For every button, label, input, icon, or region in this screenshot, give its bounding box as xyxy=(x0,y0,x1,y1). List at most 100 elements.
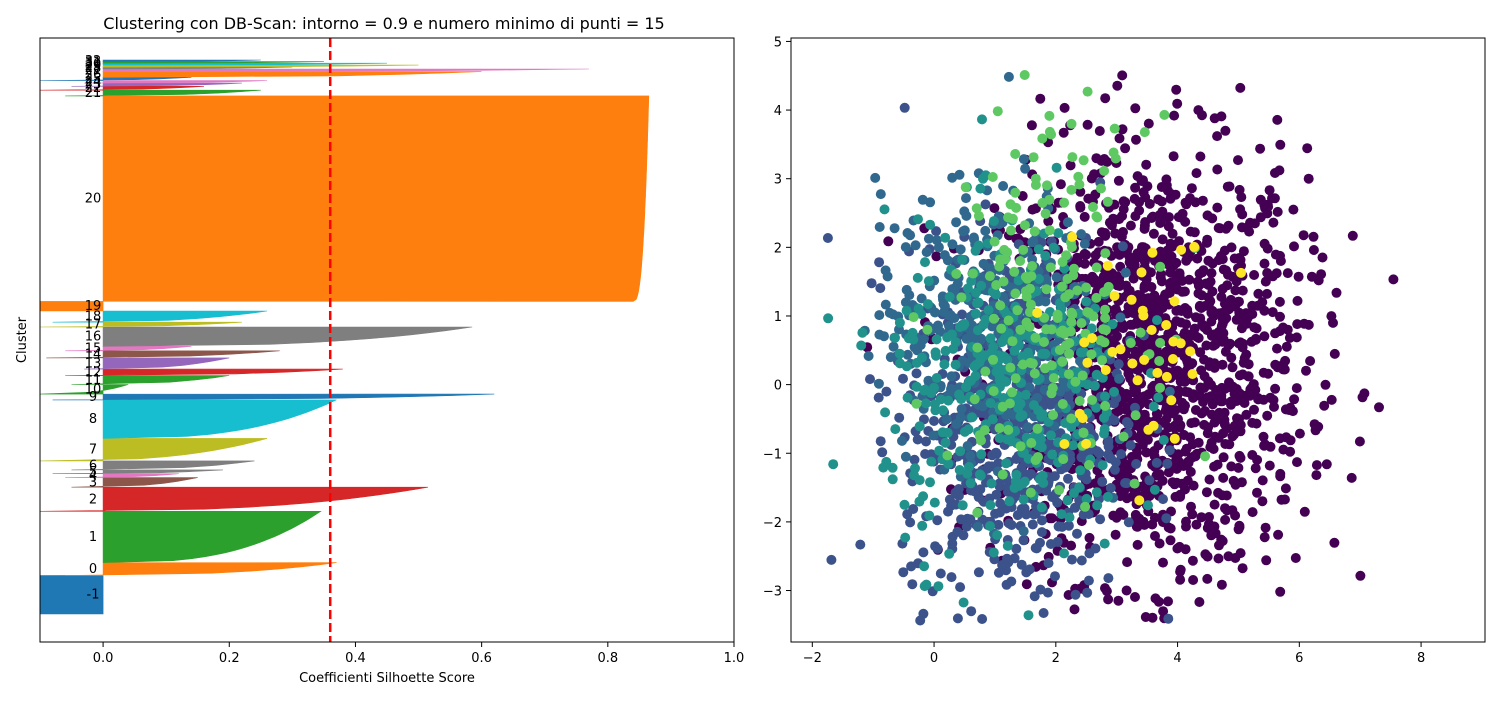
scatter-point xyxy=(993,519,1004,530)
scatter-point xyxy=(942,255,953,266)
silhouette-bar-1 xyxy=(102,510,322,563)
scatter-point xyxy=(1260,522,1271,533)
scatter-point xyxy=(1184,274,1195,285)
scatter-point xyxy=(955,582,966,593)
scatter-point xyxy=(978,258,989,269)
scatter-point xyxy=(1108,147,1119,158)
scatter-point xyxy=(959,426,970,437)
scatter-point xyxy=(962,468,973,479)
scatter-point xyxy=(1241,409,1252,420)
silhouette-bar-12 xyxy=(65,368,343,376)
scatter-point xyxy=(961,521,972,532)
scatter-point xyxy=(1059,548,1069,559)
scatter-point xyxy=(1168,151,1179,162)
scatter-point xyxy=(1006,436,1017,447)
scatter-point xyxy=(1195,151,1206,162)
scatter-point xyxy=(1252,487,1262,498)
scatter-point xyxy=(1275,139,1286,150)
scatter-point xyxy=(1216,390,1227,401)
scatter-point xyxy=(1176,306,1187,316)
scatter-point xyxy=(1018,244,1029,255)
scatter-point xyxy=(1097,460,1108,471)
scatter-point xyxy=(957,254,968,265)
scatter-point xyxy=(1255,194,1266,205)
scatter-point xyxy=(1259,532,1270,543)
scatter-point xyxy=(1162,259,1173,270)
scatter-point xyxy=(1253,394,1264,405)
scatter-point xyxy=(1292,319,1303,330)
scatter-point xyxy=(1097,355,1108,366)
scatter-point xyxy=(1036,502,1047,513)
x-tick-label: 8 xyxy=(1417,651,1425,666)
scatter-point xyxy=(944,291,955,302)
scatter-point xyxy=(1060,462,1071,473)
scatter-point xyxy=(1154,356,1165,366)
scatter-point xyxy=(1163,221,1174,232)
scatter-point xyxy=(932,543,943,554)
scatter-point xyxy=(1083,307,1094,318)
scatter-x-ticks: −2 0 2 4 6 8 xyxy=(803,642,1425,666)
scatter-point xyxy=(1150,295,1161,306)
scatter-point xyxy=(1197,195,1208,206)
scatter-point xyxy=(890,332,900,343)
scatter-point xyxy=(1149,484,1160,495)
scatter-point xyxy=(1035,93,1046,104)
scatter-point xyxy=(1313,421,1324,432)
cluster-label: 27 xyxy=(85,63,102,78)
scatter-point xyxy=(1115,344,1126,355)
scatter-point xyxy=(969,361,980,372)
scatter-point xyxy=(1148,420,1159,431)
scatter-point xyxy=(1015,324,1026,335)
scatter-series-4 xyxy=(908,70,1211,518)
scatter-point xyxy=(899,102,910,113)
scatter-point xyxy=(1010,373,1021,384)
silhouette-bar-10 xyxy=(39,384,129,395)
scatter-point xyxy=(1206,268,1217,279)
scatter-point xyxy=(1154,469,1165,480)
scatter-point xyxy=(928,430,939,441)
scatter-point xyxy=(855,539,866,550)
scatter-point xyxy=(1164,386,1175,397)
scatter-point xyxy=(1162,458,1173,469)
scatter-point xyxy=(885,352,896,363)
scatter-point xyxy=(1289,241,1299,252)
scatter-point xyxy=(1038,478,1049,488)
scatter-point xyxy=(1021,509,1032,520)
scatter-point xyxy=(988,313,999,324)
scatter-point xyxy=(910,240,921,251)
scatter-point xyxy=(877,447,888,458)
scatter-point xyxy=(1113,175,1124,186)
scatter-point xyxy=(911,357,922,368)
scatter-point xyxy=(1234,520,1245,531)
scatter-point xyxy=(1175,338,1186,349)
scatter-point xyxy=(911,381,922,392)
scatter-point xyxy=(1041,274,1052,285)
scatter-point xyxy=(1112,80,1123,91)
scatter-point xyxy=(987,172,998,182)
scatter-point xyxy=(977,614,988,624)
scatter-point xyxy=(1051,272,1062,283)
scatter-point xyxy=(1045,262,1056,273)
scatter-point xyxy=(979,425,990,436)
scatter-point xyxy=(1067,554,1077,565)
scatter-point xyxy=(1066,413,1077,424)
scatter-point xyxy=(1030,455,1041,466)
scatter-point xyxy=(1048,242,1059,253)
scatter-point xyxy=(1159,109,1170,120)
scatter-point xyxy=(1138,310,1149,321)
scatter-point xyxy=(1016,462,1027,473)
scatter-point xyxy=(870,172,881,183)
scatter-point xyxy=(923,233,934,244)
scatter-point xyxy=(1067,231,1078,242)
scatter-point xyxy=(989,203,1000,214)
scatter-point xyxy=(1275,471,1286,482)
y-tick-label: 5 xyxy=(774,35,782,50)
scatter-point xyxy=(1206,409,1217,420)
scatter-point xyxy=(930,405,941,416)
scatter-point xyxy=(1000,254,1011,265)
scatter-point xyxy=(1058,127,1069,138)
scatter-point xyxy=(1083,575,1094,586)
scatter-point xyxy=(999,333,1010,344)
scatter-point xyxy=(1100,583,1110,594)
scatter-point xyxy=(1275,311,1285,322)
